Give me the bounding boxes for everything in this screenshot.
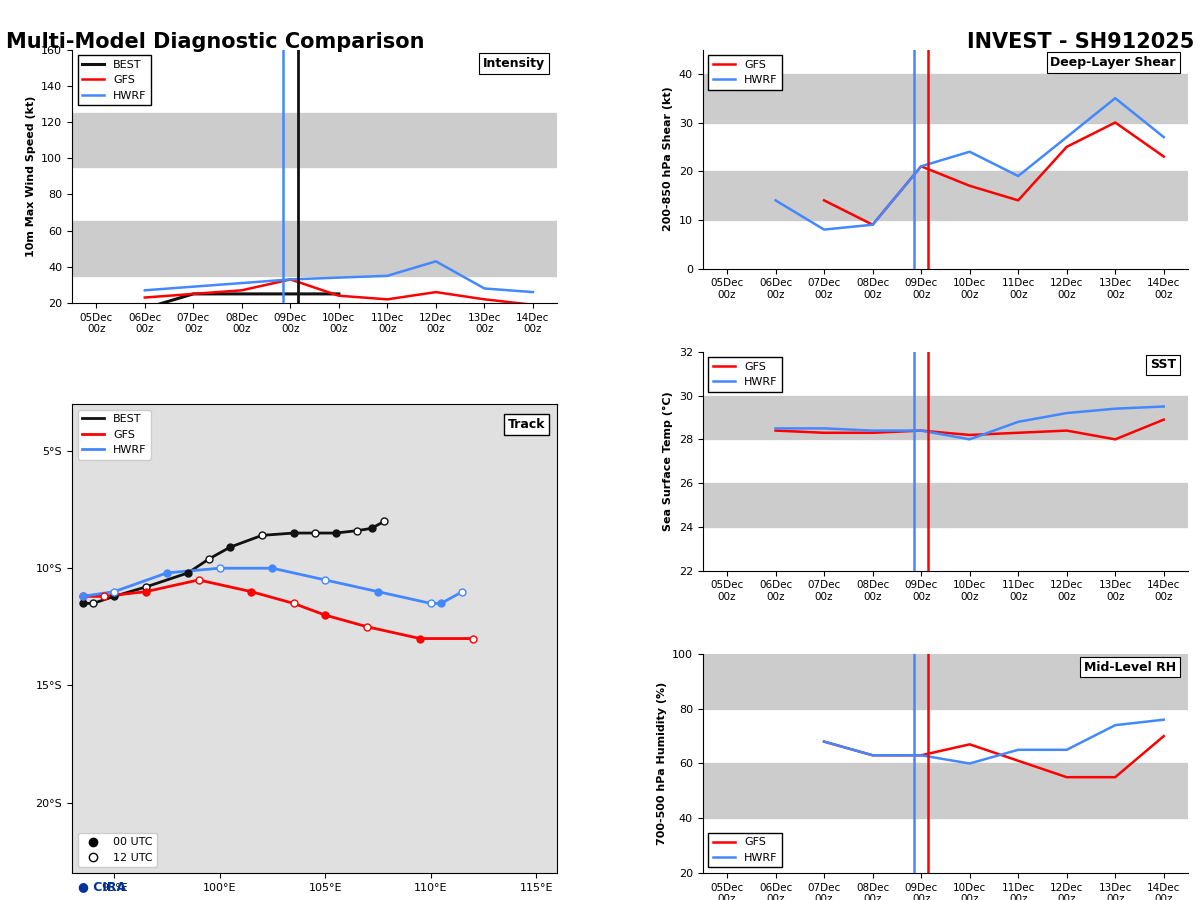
Bar xyxy=(703,395,1188,439)
Bar xyxy=(703,74,1188,122)
Text: Intensity: Intensity xyxy=(482,57,545,70)
Y-axis label: 200-850 hPa Shear (kt): 200-850 hPa Shear (kt) xyxy=(664,86,673,231)
Text: Multi-Model Diagnostic Comparison: Multi-Model Diagnostic Comparison xyxy=(6,32,425,51)
Text: SST: SST xyxy=(1150,358,1176,372)
Legend: GFS, HWRF: GFS, HWRF xyxy=(708,833,782,868)
Bar xyxy=(72,112,557,167)
Bar xyxy=(72,221,557,275)
Legend: GFS, HWRF: GFS, HWRF xyxy=(708,55,782,89)
Y-axis label: 700-500 hPa Humidity (%): 700-500 hPa Humidity (%) xyxy=(656,682,666,845)
Legend: BEST, GFS, HWRF: BEST, GFS, HWRF xyxy=(78,55,151,105)
Text: INVEST - SH912025: INVEST - SH912025 xyxy=(967,32,1194,51)
Text: Track: Track xyxy=(508,418,545,431)
Y-axis label: Sea Surface Temp (°C): Sea Surface Temp (°C) xyxy=(664,392,673,531)
Text: Mid-Level RH: Mid-Level RH xyxy=(1084,661,1176,673)
Bar xyxy=(703,171,1188,220)
Text: Deep-Layer Shear: Deep-Layer Shear xyxy=(1050,56,1176,69)
Text: ● CIRA: ● CIRA xyxy=(78,880,126,893)
Y-axis label: 10m Max Wind Speed (kt): 10m Max Wind Speed (kt) xyxy=(25,95,36,256)
Bar xyxy=(703,654,1188,708)
Bar xyxy=(703,483,1188,527)
Bar xyxy=(703,763,1188,818)
Legend: 00 UTC, 12 UTC: 00 UTC, 12 UTC xyxy=(78,833,157,868)
Legend: GFS, HWRF: GFS, HWRF xyxy=(708,357,782,392)
